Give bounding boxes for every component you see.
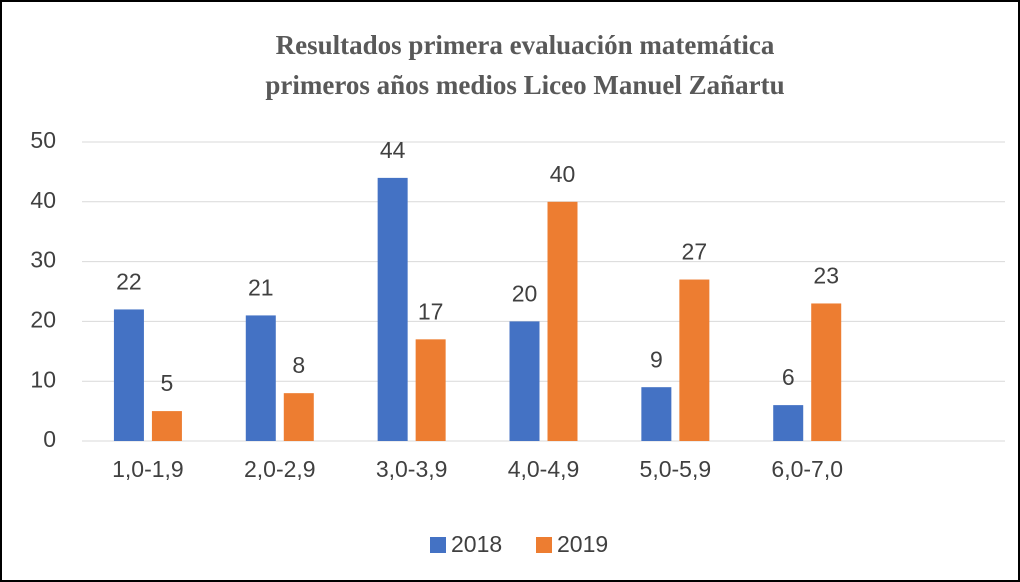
y-tick-label: 20 <box>30 306 56 332</box>
bar <box>773 405 804 441</box>
y-tick-label: 30 <box>30 247 56 273</box>
bar <box>245 315 276 441</box>
data-label: 9 <box>650 346 663 372</box>
y-tick-label: 10 <box>30 366 56 392</box>
data-label: 8 <box>292 352 305 378</box>
y-tick-label: 0 <box>43 426 56 452</box>
bar <box>283 393 314 441</box>
bar <box>509 321 540 441</box>
data-label: 22 <box>116 269 142 295</box>
bar <box>377 177 408 441</box>
data-label: 23 <box>813 263 839 289</box>
bar <box>679 279 710 441</box>
y-tick-label: 50 <box>30 127 56 153</box>
data-label: 40 <box>550 161 576 187</box>
data-label: 44 <box>380 137 406 163</box>
data-label: 17 <box>418 298 444 324</box>
x-tick-label: 1,0-1,9 <box>112 456 184 482</box>
x-tick-label: 6,0-7,0 <box>771 456 843 482</box>
bar <box>641 387 672 441</box>
x-tick-label: 5,0-5,9 <box>640 456 712 482</box>
x-tick-label: 3,0-3,9 <box>376 456 448 482</box>
data-label: 21 <box>248 274 274 300</box>
chart-title: Resultados primera evaluación matemática <box>276 30 775 60</box>
legend-swatch <box>536 537 552 553</box>
legend-label: 2018 <box>451 531 502 557</box>
bar <box>415 339 446 441</box>
bar <box>547 201 578 441</box>
data-label: 6 <box>782 364 795 390</box>
y-tick-label: 40 <box>30 187 56 213</box>
x-tick-label: 4,0-4,9 <box>508 456 580 482</box>
legend-swatch <box>430 537 446 553</box>
bar <box>811 303 842 441</box>
legend-label: 2019 <box>557 531 608 557</box>
bar <box>151 411 182 441</box>
data-label: 27 <box>682 239 708 265</box>
x-tick-label: 2,0-2,9 <box>244 456 316 482</box>
data-label: 20 <box>512 280 538 306</box>
data-label: 5 <box>161 370 174 396</box>
bar <box>113 309 144 441</box>
chart-title: primeros años medios Liceo Manuel Zañart… <box>265 70 784 100</box>
